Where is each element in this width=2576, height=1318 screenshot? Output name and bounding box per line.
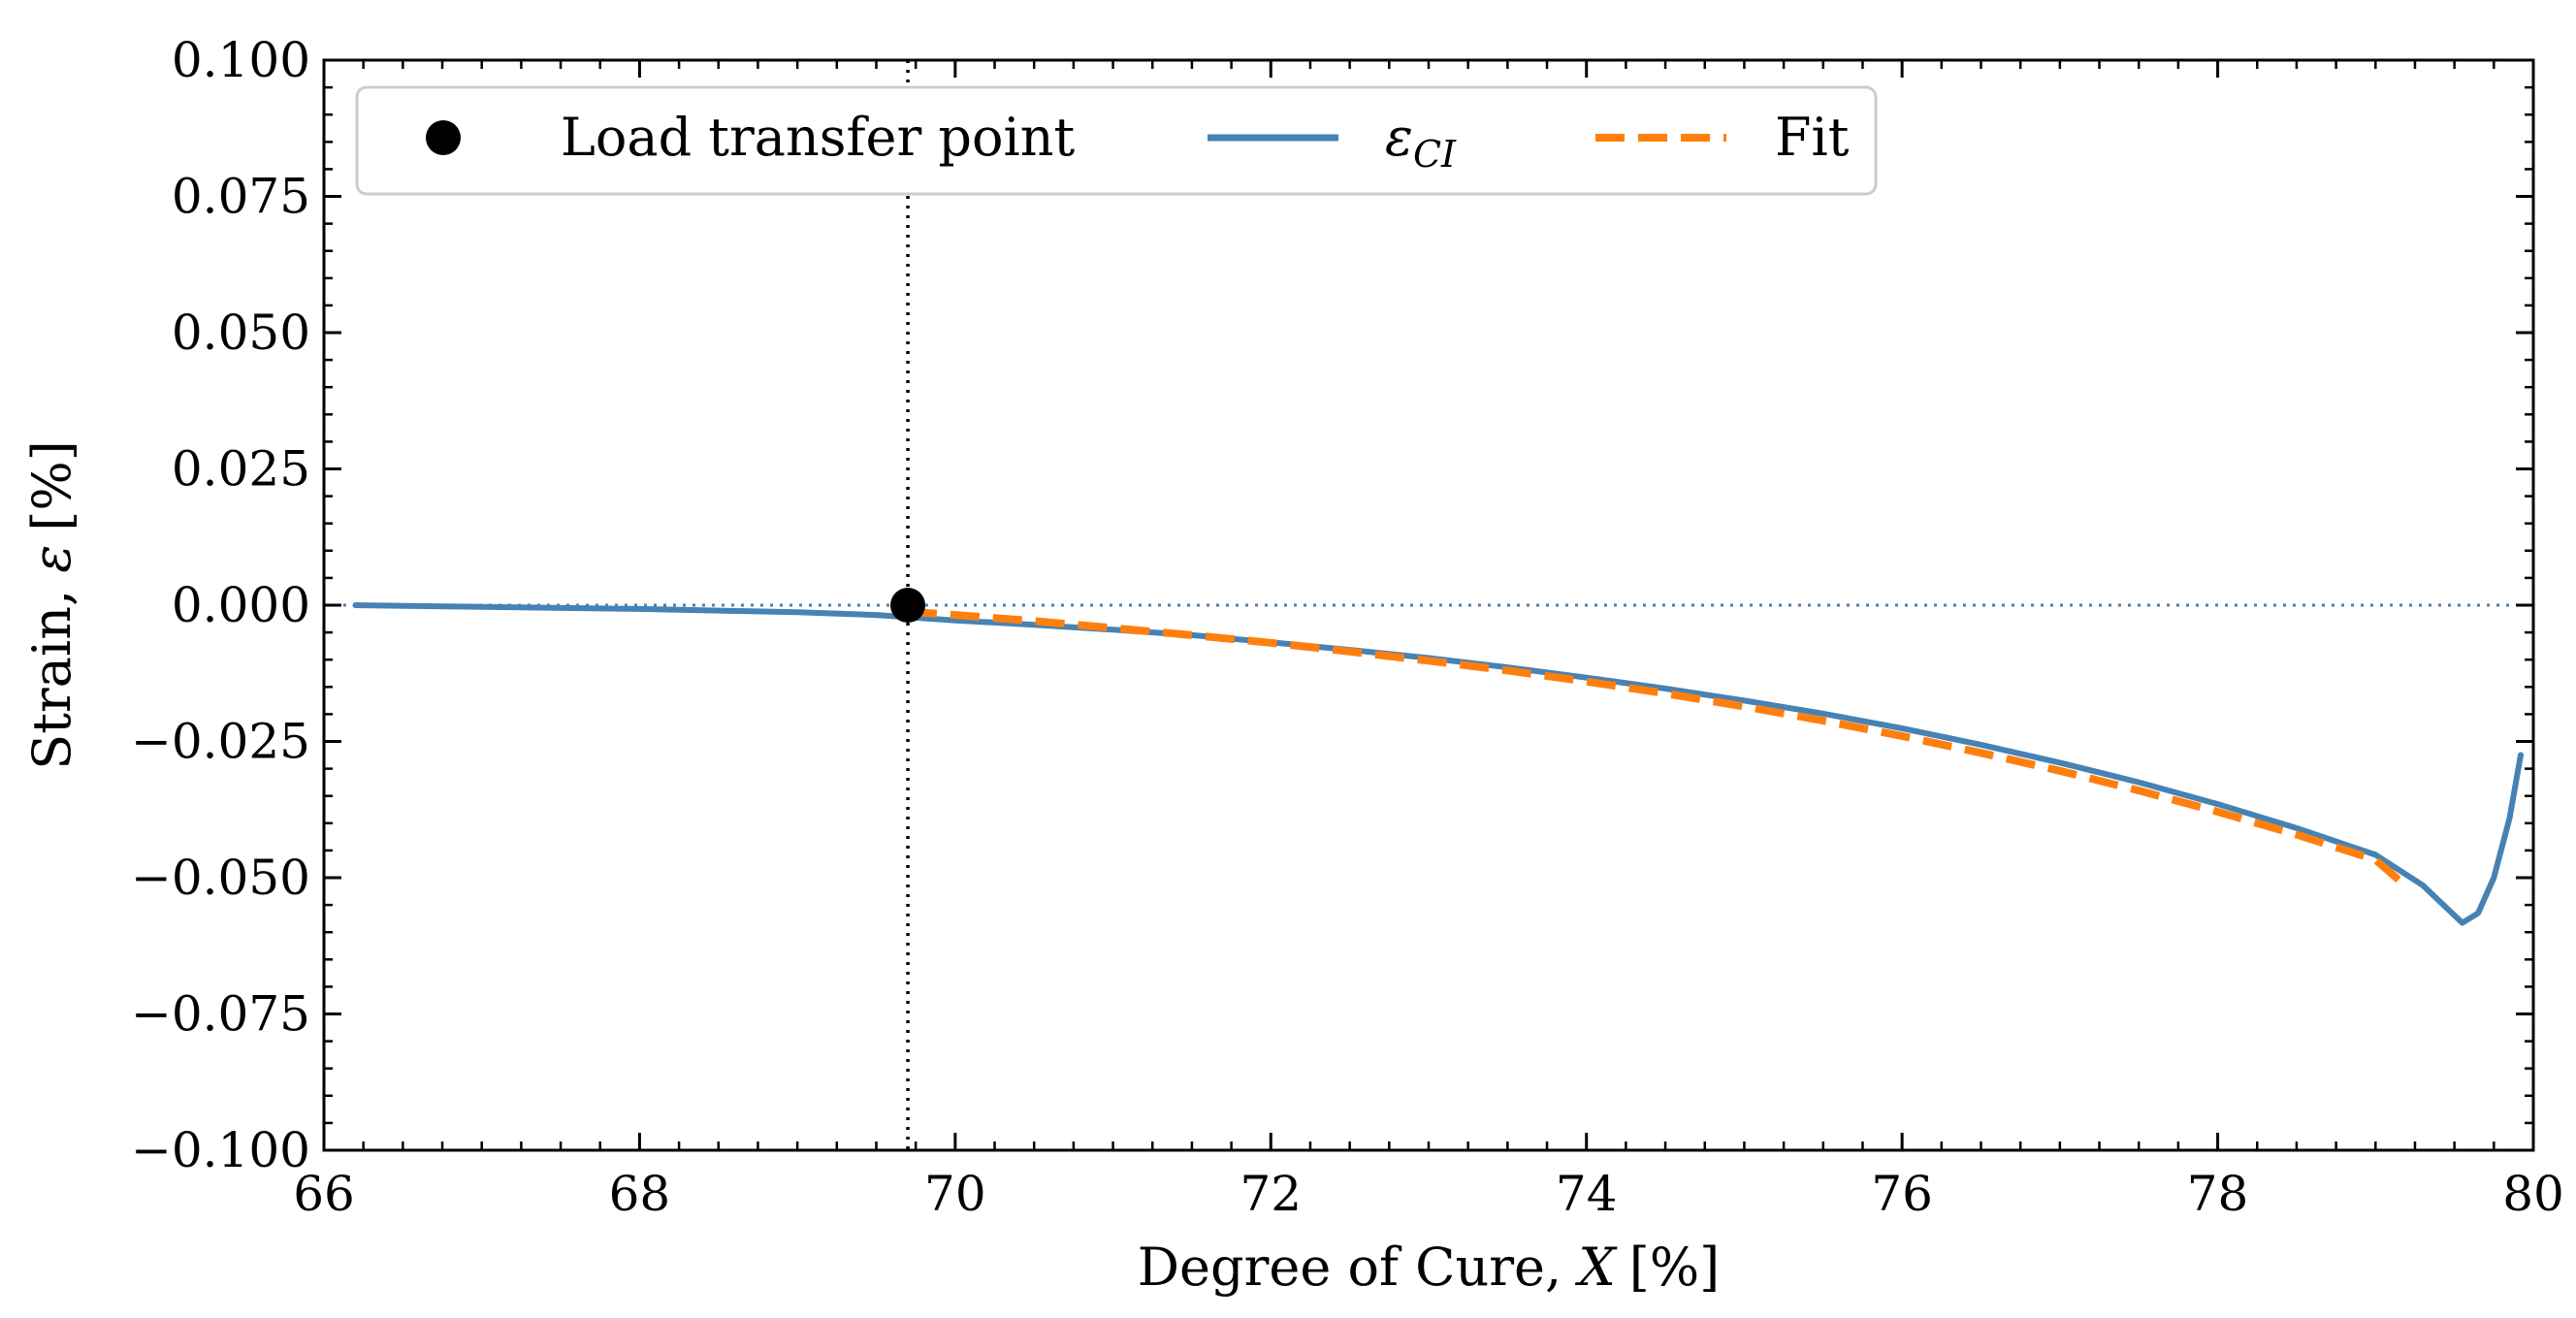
- legend-label-fit: Fit: [1775, 107, 1850, 168]
- y-axis-label-unit: [%]: [21, 440, 82, 530]
- legend-label-load-transfer: Load transfer point: [561, 107, 1076, 168]
- x-axis-label-text: Degree of Cure,: [1138, 1237, 1579, 1298]
- series-layer: [352, 588, 2524, 926]
- x-tick-label: 70: [924, 1166, 986, 1222]
- y-tick-label: −0.100: [131, 1122, 310, 1178]
- y-tick-label: 0.000: [172, 577, 310, 633]
- x-tick-label: 68: [609, 1166, 671, 1222]
- y-tick-label: 0.075: [172, 169, 310, 225]
- plot-frame: [322, 58, 2535, 1152]
- x-tick-label: 76: [1871, 1166, 1933, 1222]
- eps-ci-series-line: [352, 602, 2524, 926]
- legend-box: [355, 85, 1878, 196]
- y-tick-label: −0.075: [131, 986, 310, 1043]
- x-tick-labels: 66 68 70 72 74 76 78 80: [293, 1166, 2564, 1222]
- load-transfer-point: [890, 588, 926, 623]
- legend-eps-symbol: ε: [1385, 107, 1413, 168]
- y-tick-labels: 0.100 0.075 0.050 0.025 0.000 −0.025 −0.050 −0.…: [131, 32, 310, 1178]
- x-axis-label: Degree of Cure, X [%]: [1138, 1237, 1720, 1298]
- x-tick-label: 80: [2502, 1166, 2564, 1222]
- x-axis-label-var: X: [1574, 1237, 1618, 1298]
- legend-eps-subscript: CI: [1413, 133, 1457, 176]
- y-axis-label-var: ε: [21, 545, 82, 573]
- y-tick-label: 0.025: [172, 441, 310, 498]
- legend-marker-load-transfer: [426, 120, 461, 155]
- x-axis-label-unit: [%]: [1629, 1237, 1720, 1298]
- x-tick-label: 74: [1556, 1166, 1618, 1222]
- fit-series-line: [907, 607, 2410, 890]
- y-axis-label: Strain, ε [%]: [21, 440, 82, 770]
- x-tick-label: 72: [1240, 1166, 1302, 1222]
- y-tick-label: 0.100: [172, 32, 310, 88]
- legend-label-eps-ci: εCI: [1385, 107, 1457, 176]
- legend: Load transfer point εCI Fit: [355, 85, 1878, 196]
- y-tick-label: −0.050: [131, 850, 310, 906]
- x-tick-label: 66: [293, 1166, 355, 1222]
- y-tick-label: −0.025: [131, 714, 310, 770]
- y-tick-label: 0.050: [172, 305, 310, 361]
- y-axis-label-text: Strain,: [21, 573, 82, 770]
- x-tick-label: 78: [2187, 1166, 2249, 1222]
